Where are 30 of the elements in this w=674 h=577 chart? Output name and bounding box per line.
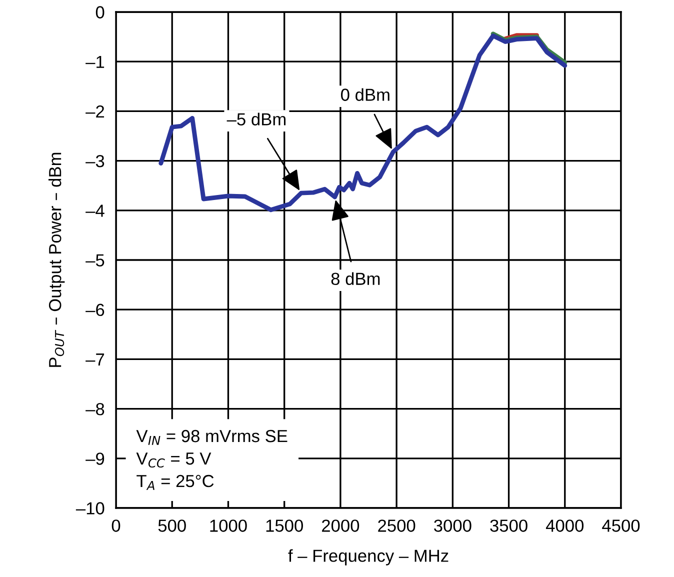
annotation: 0 dBm — [341, 88, 390, 101]
x-tick-label: 0 — [112, 520, 120, 532]
annotation: V$_{CC}$ = 5 V — [136, 452, 212, 468]
annotation: V$_{IN}$ = 98 mVrms SE — [136, 430, 288, 445]
x-tick-label: 4000 — [546, 520, 584, 532]
annotation: 8 dBm — [331, 272, 380, 285]
y-tick-label: –2 — [86, 105, 104, 118]
y-tick-label: –4 — [86, 204, 104, 217]
x-tick-label: 4500 — [602, 520, 640, 532]
x-axis-title: f – Frequency – MHz — [288, 549, 448, 566]
x-tick-label: 1500 — [266, 520, 303, 532]
y-tick-label: –9 — [86, 452, 104, 465]
y-tick-label: –8 — [86, 402, 104, 416]
x-tick-label: 3500 — [490, 520, 528, 532]
x-tick-label: 1000 — [210, 520, 247, 532]
y-tick-label: –3 — [86, 154, 104, 168]
y-tick-label: –5 — [86, 254, 104, 266]
y-tick-label: –6 — [86, 304, 104, 316]
y-tick-label: –1 — [86, 56, 104, 68]
x-tick-label: 3000 — [434, 520, 472, 532]
annotation: –5 dBm — [226, 112, 286, 126]
annotation: T$_{A}$ = 25°C — [136, 474, 214, 490]
x-tick-label: 500 — [158, 520, 186, 532]
x-tick-label: 2000 — [322, 520, 360, 532]
y-tick-label: –7 — [86, 354, 104, 366]
y-axis-title: P$_{OUT}$ – Output Power – dBm — [48, 152, 65, 367]
x-tick-label: 2500 — [378, 520, 416, 532]
line-series — [158, 34, 568, 212]
y-tick-label: –10 — [76, 502, 104, 514]
y-tick-label: 0 — [96, 6, 104, 18]
